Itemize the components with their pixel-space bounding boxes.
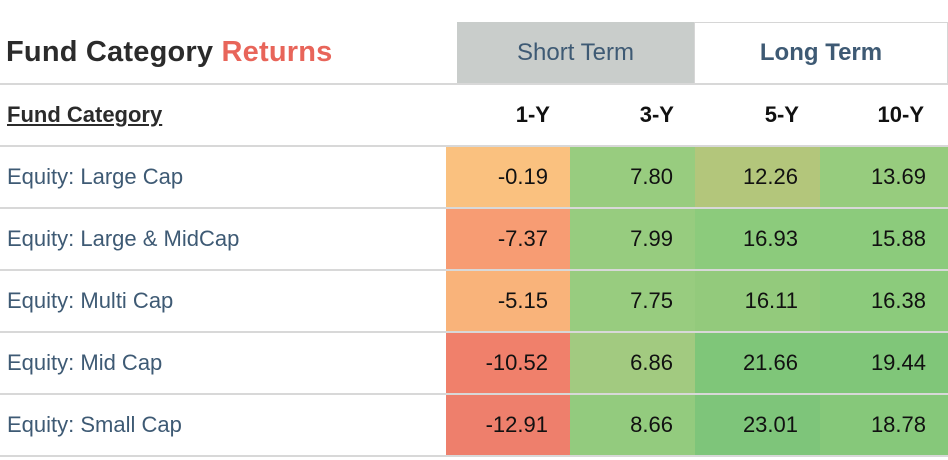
table-cell: 13.69 (820, 147, 948, 207)
column-header-1y[interactable]: 1-Y (515, 102, 550, 127)
table-cell: 7.80 (570, 147, 695, 207)
table-cell: -10.52 (446, 333, 570, 393)
row-label[interactable]: Equity: Large Cap (7, 164, 184, 189)
table-cell: 8.66 (570, 395, 695, 455)
table-cell: 12.26 (695, 147, 820, 207)
column-header-5y[interactable]: 5-Y (764, 102, 799, 127)
row-label[interactable]: Equity: Mid Cap (7, 350, 163, 375)
table-cell: 16.38 (820, 271, 948, 331)
tab-short-term[interactable]: Short Term (457, 22, 694, 83)
row-label[interactable]: Equity: Small Cap (7, 412, 182, 437)
row-label[interactable]: Equity: Large & MidCap (7, 226, 240, 251)
table-cell: 6.86 (570, 333, 695, 393)
page-title-main: Fund Category (6, 36, 214, 68)
table-cell: 7.99 (570, 209, 695, 269)
divider (0, 207, 948, 209)
divider (0, 331, 948, 333)
table-cell: 21.66 (695, 333, 820, 393)
table-cell: -0.19 (446, 147, 570, 207)
divider (0, 393, 948, 395)
column-header-10y[interactable]: 10-Y (877, 102, 924, 127)
tab-long-term-label: Long Term (759, 39, 883, 66)
table-cell: 18.78 (820, 395, 948, 455)
table-cell: -5.15 (446, 271, 570, 331)
page-title-accent: Returns (221, 36, 333, 68)
table-cell: 15.88 (820, 209, 948, 269)
page-title: Fund Category Returns (6, 36, 332, 69)
divider (0, 269, 948, 271)
table-cell: -7.37 (446, 209, 570, 269)
divider (0, 83, 948, 85)
tab-long-term[interactable]: Long Term (694, 22, 948, 83)
column-header-fund-category[interactable]: Fund Category (7, 102, 163, 127)
table-cell: 16.11 (695, 271, 820, 331)
divider (0, 455, 948, 457)
column-header-3y[interactable]: 3-Y (639, 102, 674, 127)
table-cell: -12.91 (446, 395, 570, 455)
table-cell: 19.44 (820, 333, 948, 393)
table-cell: 7.75 (570, 271, 695, 331)
divider (0, 145, 948, 147)
table-cell: 16.93 (695, 209, 820, 269)
tab-short-term-label: Short Term (517, 38, 634, 66)
row-label[interactable]: Equity: Multi Cap (7, 288, 174, 313)
table-cell: 23.01 (695, 395, 820, 455)
